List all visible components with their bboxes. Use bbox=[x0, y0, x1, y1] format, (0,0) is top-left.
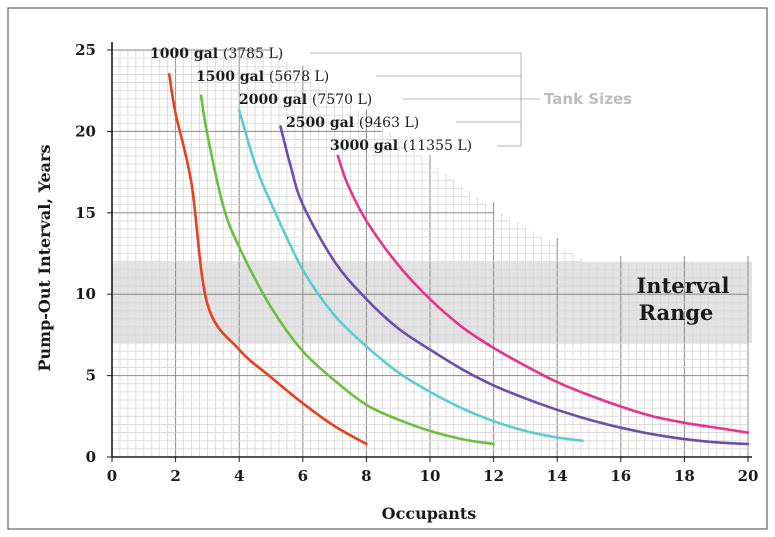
y-tick-label: 15 bbox=[75, 204, 96, 222]
chart-frame bbox=[7, 7, 768, 530]
series-label-5: 3000 gal (11355 L) bbox=[330, 138, 472, 154]
y-axis-title: Pump-Out Interval, Years bbox=[35, 145, 54, 372]
x-tick-label: 16 bbox=[610, 467, 631, 485]
series-label-name: 1500 gal bbox=[196, 69, 269, 85]
series-line-3 bbox=[237, 108, 584, 442]
series-line-2 bbox=[199, 94, 495, 446]
series-line-4 bbox=[279, 125, 750, 446]
series-label-volume: (9463 L) bbox=[359, 115, 419, 131]
series-label-2: 1500 gal (5678 L) bbox=[196, 69, 329, 85]
series-label-volume: (11355 L) bbox=[403, 138, 472, 154]
y-tick-label: 25 bbox=[75, 41, 96, 59]
x-tick-label: 0 bbox=[107, 467, 117, 485]
series-line-5 bbox=[336, 154, 750, 434]
y-tick-label: 10 bbox=[75, 285, 96, 303]
series-label-4: 2500 gal (9463 L) bbox=[286, 115, 419, 131]
series-label-name: 2000 gal bbox=[239, 92, 312, 108]
band-label-line1: Interval bbox=[636, 273, 729, 298]
series-label-3: 2000 gal (7570 L) bbox=[239, 92, 372, 108]
series-line-1 bbox=[167, 73, 368, 446]
x-tick-label: 14 bbox=[547, 467, 568, 485]
series-label-volume: (5678 L) bbox=[269, 69, 329, 85]
x-tick-label: 2 bbox=[170, 467, 180, 485]
x-tick-label: 4 bbox=[234, 467, 244, 485]
series-label-volume: (7570 L) bbox=[312, 92, 372, 108]
x-tick-label: 20 bbox=[738, 467, 759, 485]
series-label-volume: (3785 L) bbox=[223, 46, 283, 62]
y-tick-label: 0 bbox=[86, 448, 96, 466]
x-tick-label: 12 bbox=[483, 467, 504, 485]
y-tick-label: 5 bbox=[86, 367, 96, 385]
x-tick-label: 6 bbox=[298, 467, 308, 485]
series-label-name: 3000 gal bbox=[330, 138, 403, 154]
band-label-line2: Range bbox=[639, 300, 714, 325]
legend-title: Tank Sizes bbox=[544, 90, 632, 108]
y-tick-label: 20 bbox=[75, 122, 96, 140]
x-tick-label: 18 bbox=[674, 467, 695, 485]
series-label-1: 1000 gal (3785 L) bbox=[150, 46, 283, 62]
x-axis-title: Occupants bbox=[382, 504, 477, 523]
series-label-name: 2500 gal bbox=[286, 115, 359, 131]
x-tick-label: 8 bbox=[361, 467, 371, 485]
series-label-name: 1000 gal bbox=[150, 46, 223, 62]
x-tick-label: 10 bbox=[420, 467, 441, 485]
